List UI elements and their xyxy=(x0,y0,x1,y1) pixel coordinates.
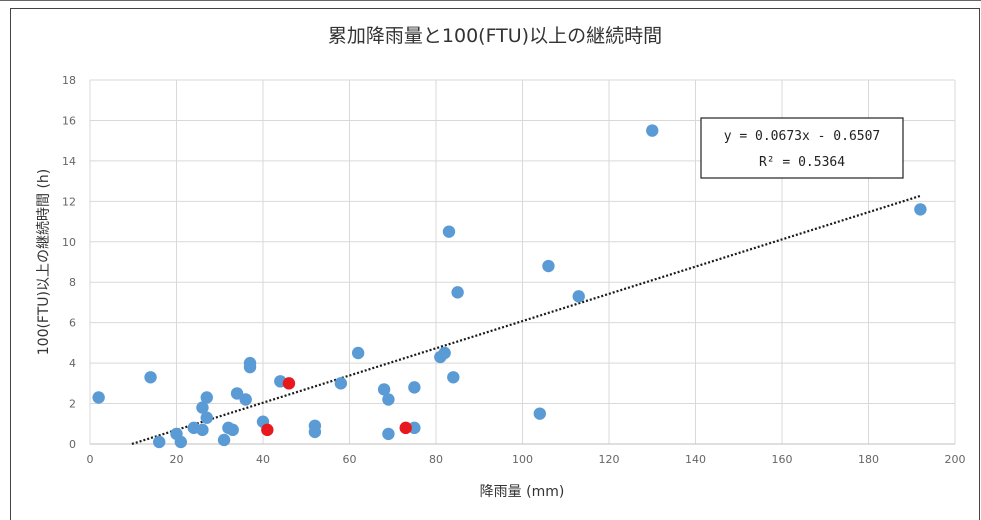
data-point xyxy=(230,387,244,400)
data-point xyxy=(217,433,231,447)
data-point xyxy=(144,371,157,384)
data-point xyxy=(196,423,209,437)
data-point xyxy=(382,393,395,406)
x-tick-label: 40 xyxy=(256,453,270,466)
data-points xyxy=(92,124,927,449)
data-point-highlight xyxy=(399,421,412,435)
data-point xyxy=(377,383,391,396)
x-axis-label: 降雨量 (mm) xyxy=(480,484,565,500)
y-axis-label: 100(FTU)以上の継続時間 (h) xyxy=(35,169,52,356)
data-point xyxy=(239,393,252,406)
x-tick-label: 140 xyxy=(685,453,706,466)
data-point xyxy=(200,391,213,404)
trendline xyxy=(131,194,921,446)
data-point xyxy=(226,423,239,437)
data-point-highlight xyxy=(261,423,274,437)
trend-r2: R² = 0.5364 xyxy=(759,155,845,170)
data-point xyxy=(382,427,395,441)
data-point xyxy=(542,259,555,273)
data-point xyxy=(447,371,460,384)
x-tick-label: 120 xyxy=(599,453,620,466)
data-point xyxy=(308,419,322,432)
equation-box: y = 0.0673x - 0.6507 R² = 0.5364 xyxy=(700,117,904,179)
x-tick-label: 80 xyxy=(429,453,443,466)
data-point xyxy=(334,377,348,390)
data-point xyxy=(92,391,105,404)
x-tick-label: 20 xyxy=(170,453,184,466)
y-axis-ticks: 0 2 4 6 8 10 12 14 16 18 xyxy=(62,74,76,451)
y-tick-label: 0 xyxy=(69,438,76,451)
y-tick-label: 16 xyxy=(62,114,76,127)
x-axis-ticks: 0 20 40 60 80 100 120 140 160 180 200 xyxy=(87,453,966,466)
x-tick-label: 100 xyxy=(512,453,533,466)
x-tick-label: 180 xyxy=(858,453,879,466)
data-point xyxy=(351,346,365,360)
y-tick-label: 14 xyxy=(62,155,76,168)
data-point-highlight xyxy=(282,377,296,390)
y-tick-label: 2 xyxy=(69,398,76,411)
y-tick-label: 4 xyxy=(69,357,76,370)
data-point xyxy=(438,346,451,360)
data-point xyxy=(200,411,213,424)
x-tick-label: 0 xyxy=(87,453,94,466)
data-point xyxy=(451,286,464,299)
y-tick-label: 6 xyxy=(69,317,76,330)
data-point xyxy=(408,381,421,394)
data-point xyxy=(442,225,456,238)
chart-border xyxy=(10,8,980,520)
data-point xyxy=(646,124,659,137)
y-tick-label: 12 xyxy=(62,195,76,208)
data-point xyxy=(153,435,166,449)
data-point xyxy=(174,435,188,449)
y-tick-label: 18 xyxy=(62,74,76,87)
y-tick-label: 10 xyxy=(62,236,76,249)
data-point xyxy=(533,407,546,420)
data-point xyxy=(572,290,585,303)
data-point xyxy=(914,203,927,216)
x-tick-label: 160 xyxy=(772,453,793,466)
chart-title: 累加降雨量と100(FTU)以上の継続時間 xyxy=(328,25,662,47)
data-point xyxy=(196,401,209,414)
x-tick-label: 60 xyxy=(343,453,357,466)
y-tick-label: 8 xyxy=(69,276,76,289)
data-point xyxy=(408,421,421,435)
trend-equation: y = 0.0673x - 0.6507 xyxy=(724,129,881,144)
x-tick-label: 200 xyxy=(945,453,966,466)
data-point xyxy=(243,356,257,370)
